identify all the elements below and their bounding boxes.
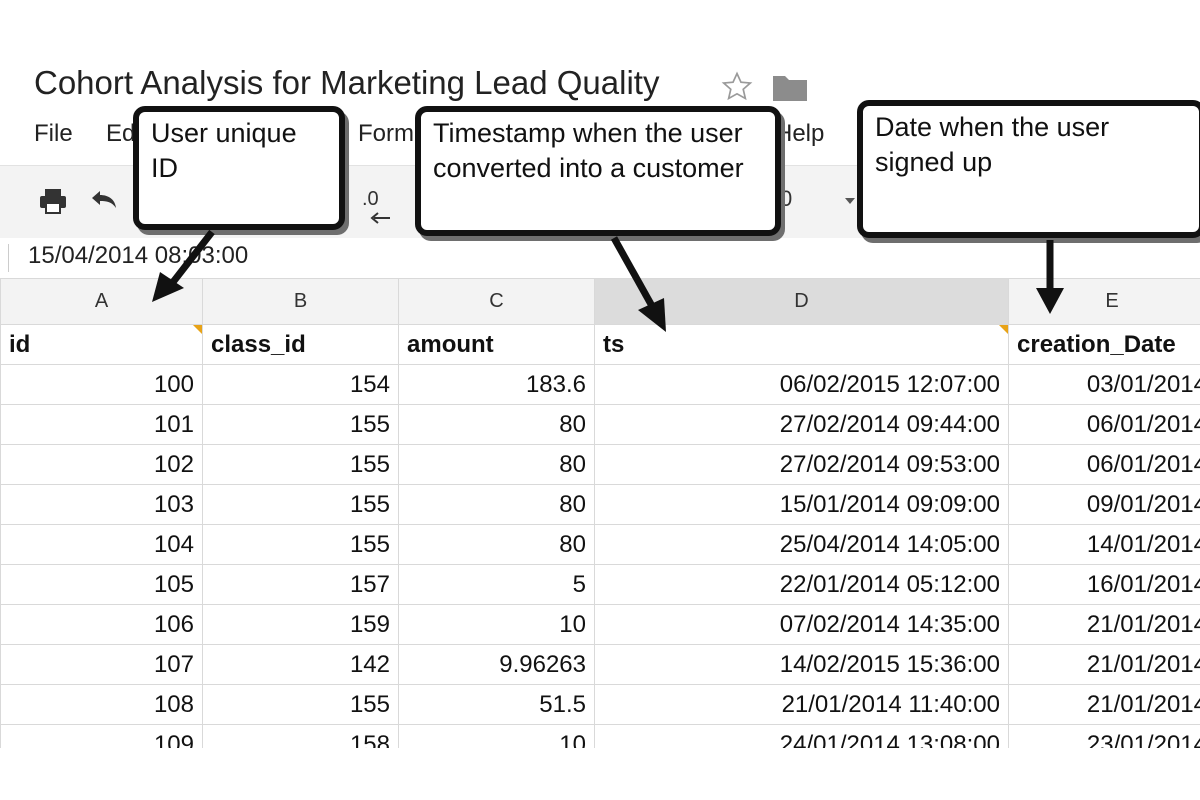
table-row: 101 155 80 27/02/2014 09:44:00 06/01/2014 bbox=[0, 404, 1200, 445]
note-marker-icon[interactable] bbox=[999, 325, 1008, 334]
cell-creation-date[interactable]: 06/01/2014 bbox=[1008, 444, 1200, 485]
cell-creation-date[interactable]: 21/01/2014 bbox=[1008, 604, 1200, 645]
cell-creation-date[interactable]: 21/01/2014 bbox=[1008, 644, 1200, 685]
cell-ts[interactable]: 21/01/2014 11:40:00 bbox=[594, 684, 1009, 725]
header-cell-amount[interactable]: amount bbox=[398, 324, 595, 365]
cell-creation-date[interactable]: 16/01/2014 bbox=[1008, 564, 1200, 605]
cell-ts[interactable]: 27/02/2014 09:53:00 bbox=[594, 444, 1009, 485]
callout-user-id: User unique ID bbox=[133, 106, 345, 230]
cell-amount[interactable]: 10 bbox=[398, 724, 595, 748]
cell-id[interactable]: 105 bbox=[0, 564, 203, 605]
table-row: 107 142 9.96263 14/02/2015 15:36:00 21/01/20… bbox=[0, 644, 1200, 685]
header-cell-ts[interactable]: ts bbox=[594, 324, 1009, 365]
cell-creation-date[interactable]: 21/01/2014 bbox=[1008, 684, 1200, 725]
undo-icon[interactable] bbox=[88, 186, 120, 216]
column-header-row: A B C D E bbox=[0, 278, 1200, 325]
decrease-decimal-button[interactable]: .0 bbox=[362, 188, 390, 224]
cell-class-id[interactable]: 142 bbox=[202, 644, 399, 685]
cell-class-id[interactable]: 155 bbox=[202, 524, 399, 565]
cell-id[interactable]: 109 bbox=[0, 724, 203, 748]
cell-amount[interactable]: 5 bbox=[398, 564, 595, 605]
cell-id[interactable]: 106 bbox=[0, 604, 203, 645]
cell-ts[interactable]: 25/04/2014 14:05:00 bbox=[594, 524, 1009, 565]
menu-edit[interactable]: Ed bbox=[106, 120, 136, 147]
cell-creation-date[interactable]: 09/01/2014 bbox=[1008, 484, 1200, 525]
callout-timestamp: Timestamp when the user converted into a… bbox=[415, 106, 781, 236]
header-ts-label: ts bbox=[603, 330, 625, 358]
table-row: 100 154 183.6 06/02/2015 12:07:00 03/01/2014 bbox=[0, 364, 1200, 405]
field-header-row: id class_id amount ts creation_Date bbox=[0, 324, 1200, 365]
formula-value[interactable]: 15/04/2014 08:03:00 bbox=[28, 242, 249, 269]
cell-class-id[interactable]: 155 bbox=[202, 404, 399, 445]
cell-class-id[interactable]: 155 bbox=[202, 444, 399, 485]
cell-creation-date[interactable]: 23/01/2014 bbox=[1008, 724, 1200, 748]
star-icon[interactable] bbox=[720, 70, 754, 104]
cell-id[interactable]: 104 bbox=[0, 524, 203, 565]
table-row: 104 155 80 25/04/2014 14:05:00 14/01/2014 bbox=[0, 524, 1200, 565]
callout-signup-date: Date when the user signed up bbox=[857, 100, 1200, 238]
cell-amount[interactable]: 10 bbox=[398, 604, 595, 645]
table-row: 106 159 10 07/02/2014 14:35:00 21/01/2014 bbox=[0, 604, 1200, 645]
column-header-c[interactable]: C bbox=[398, 278, 595, 325]
cell-creation-date[interactable]: 14/01/2014 bbox=[1008, 524, 1200, 565]
header-cell-id[interactable]: id bbox=[0, 324, 203, 365]
table-row: 103 155 80 15/01/2014 09:09:00 09/01/2014 bbox=[0, 484, 1200, 525]
formula-bar[interactable]: 15/04/2014 08:03:00 bbox=[0, 238, 1200, 278]
header-id-label: id bbox=[9, 330, 31, 358]
cell-ts[interactable]: 22/01/2014 05:12:00 bbox=[594, 564, 1009, 605]
note-marker-icon[interactable] bbox=[193, 325, 202, 334]
decrease-decimal-icon bbox=[370, 212, 390, 224]
cell-amount[interactable]: 183.6 bbox=[398, 364, 595, 405]
cell-amount[interactable]: 9.96263 bbox=[398, 644, 595, 685]
folder-icon[interactable] bbox=[772, 72, 808, 102]
document-title[interactable]: Cohort Analysis for Marketing Lead Quali… bbox=[34, 64, 660, 101]
cell-id[interactable]: 103 bbox=[0, 484, 203, 525]
cell-class-id[interactable]: 159 bbox=[202, 604, 399, 645]
formula-separator bbox=[8, 244, 9, 272]
cell-ts[interactable]: 14/02/2015 15:36:00 bbox=[594, 644, 1009, 685]
cell-amount[interactable]: 80 bbox=[398, 484, 595, 525]
column-header-a[interactable]: A bbox=[0, 278, 203, 325]
cell-id[interactable]: 101 bbox=[0, 404, 203, 445]
cell-class-id[interactable]: 158 bbox=[202, 724, 399, 748]
cell-amount[interactable]: 80 bbox=[398, 524, 595, 565]
cell-class-id[interactable]: 154 bbox=[202, 364, 399, 405]
cell-amount[interactable]: 51.5 bbox=[398, 684, 595, 725]
cell-id[interactable]: 108 bbox=[0, 684, 203, 725]
cell-ts[interactable]: 15/01/2014 09:09:00 bbox=[594, 484, 1009, 525]
dropdown-arrow-icon[interactable] bbox=[845, 198, 855, 204]
cell-amount[interactable]: 80 bbox=[398, 444, 595, 485]
cell-ts[interactable]: 07/02/2014 14:35:00 bbox=[594, 604, 1009, 645]
table-row: 109 158 10 24/01/2014 13:08:00 23/01/2014 bbox=[0, 724, 1200, 748]
column-header-b[interactable]: B bbox=[202, 278, 399, 325]
cell-class-id[interactable]: 157 bbox=[202, 564, 399, 605]
cell-id[interactable]: 102 bbox=[0, 444, 203, 485]
cell-id[interactable]: 100 bbox=[0, 364, 203, 405]
cell-class-id[interactable]: 155 bbox=[202, 484, 399, 525]
menu-format[interactable]: Form bbox=[358, 120, 414, 147]
column-header-d[interactable]: D bbox=[594, 278, 1009, 325]
cell-class-id[interactable]: 155 bbox=[202, 684, 399, 725]
decrease-decimal-label: .0 bbox=[362, 188, 379, 210]
cell-amount[interactable]: 80 bbox=[398, 404, 595, 445]
column-header-e[interactable]: E bbox=[1008, 278, 1200, 325]
table-row: 108 155 51.5 21/01/2014 11:40:00 21/01/2014 bbox=[0, 684, 1200, 725]
menu-help[interactable]: Help bbox=[775, 120, 825, 147]
table-row: 102 155 80 27/02/2014 09:53:00 06/01/2014 bbox=[0, 444, 1200, 485]
menu-file[interactable]: File bbox=[34, 120, 73, 147]
table-row: 105 157 5 22/01/2014 05:12:00 16/01/2014 bbox=[0, 564, 1200, 605]
cell-id[interactable]: 107 bbox=[0, 644, 203, 685]
toolbar-partial-value: 0 bbox=[780, 186, 793, 211]
spreadsheet-grid: A B C D E id class_id amount ts creation… bbox=[0, 278, 1200, 748]
header-cell-class-id[interactable]: class_id bbox=[202, 324, 399, 365]
header-cell-creation-date[interactable]: creation_Date bbox=[1008, 324, 1200, 365]
cell-creation-date[interactable]: 06/01/2014 bbox=[1008, 404, 1200, 445]
cell-creation-date[interactable]: 03/01/2014 bbox=[1008, 364, 1200, 405]
cell-ts[interactable]: 06/02/2015 12:07:00 bbox=[594, 364, 1009, 405]
print-icon[interactable] bbox=[38, 186, 68, 216]
cell-ts[interactable]: 24/01/2014 13:08:00 bbox=[594, 724, 1009, 748]
cell-ts[interactable]: 27/02/2014 09:44:00 bbox=[594, 404, 1009, 445]
